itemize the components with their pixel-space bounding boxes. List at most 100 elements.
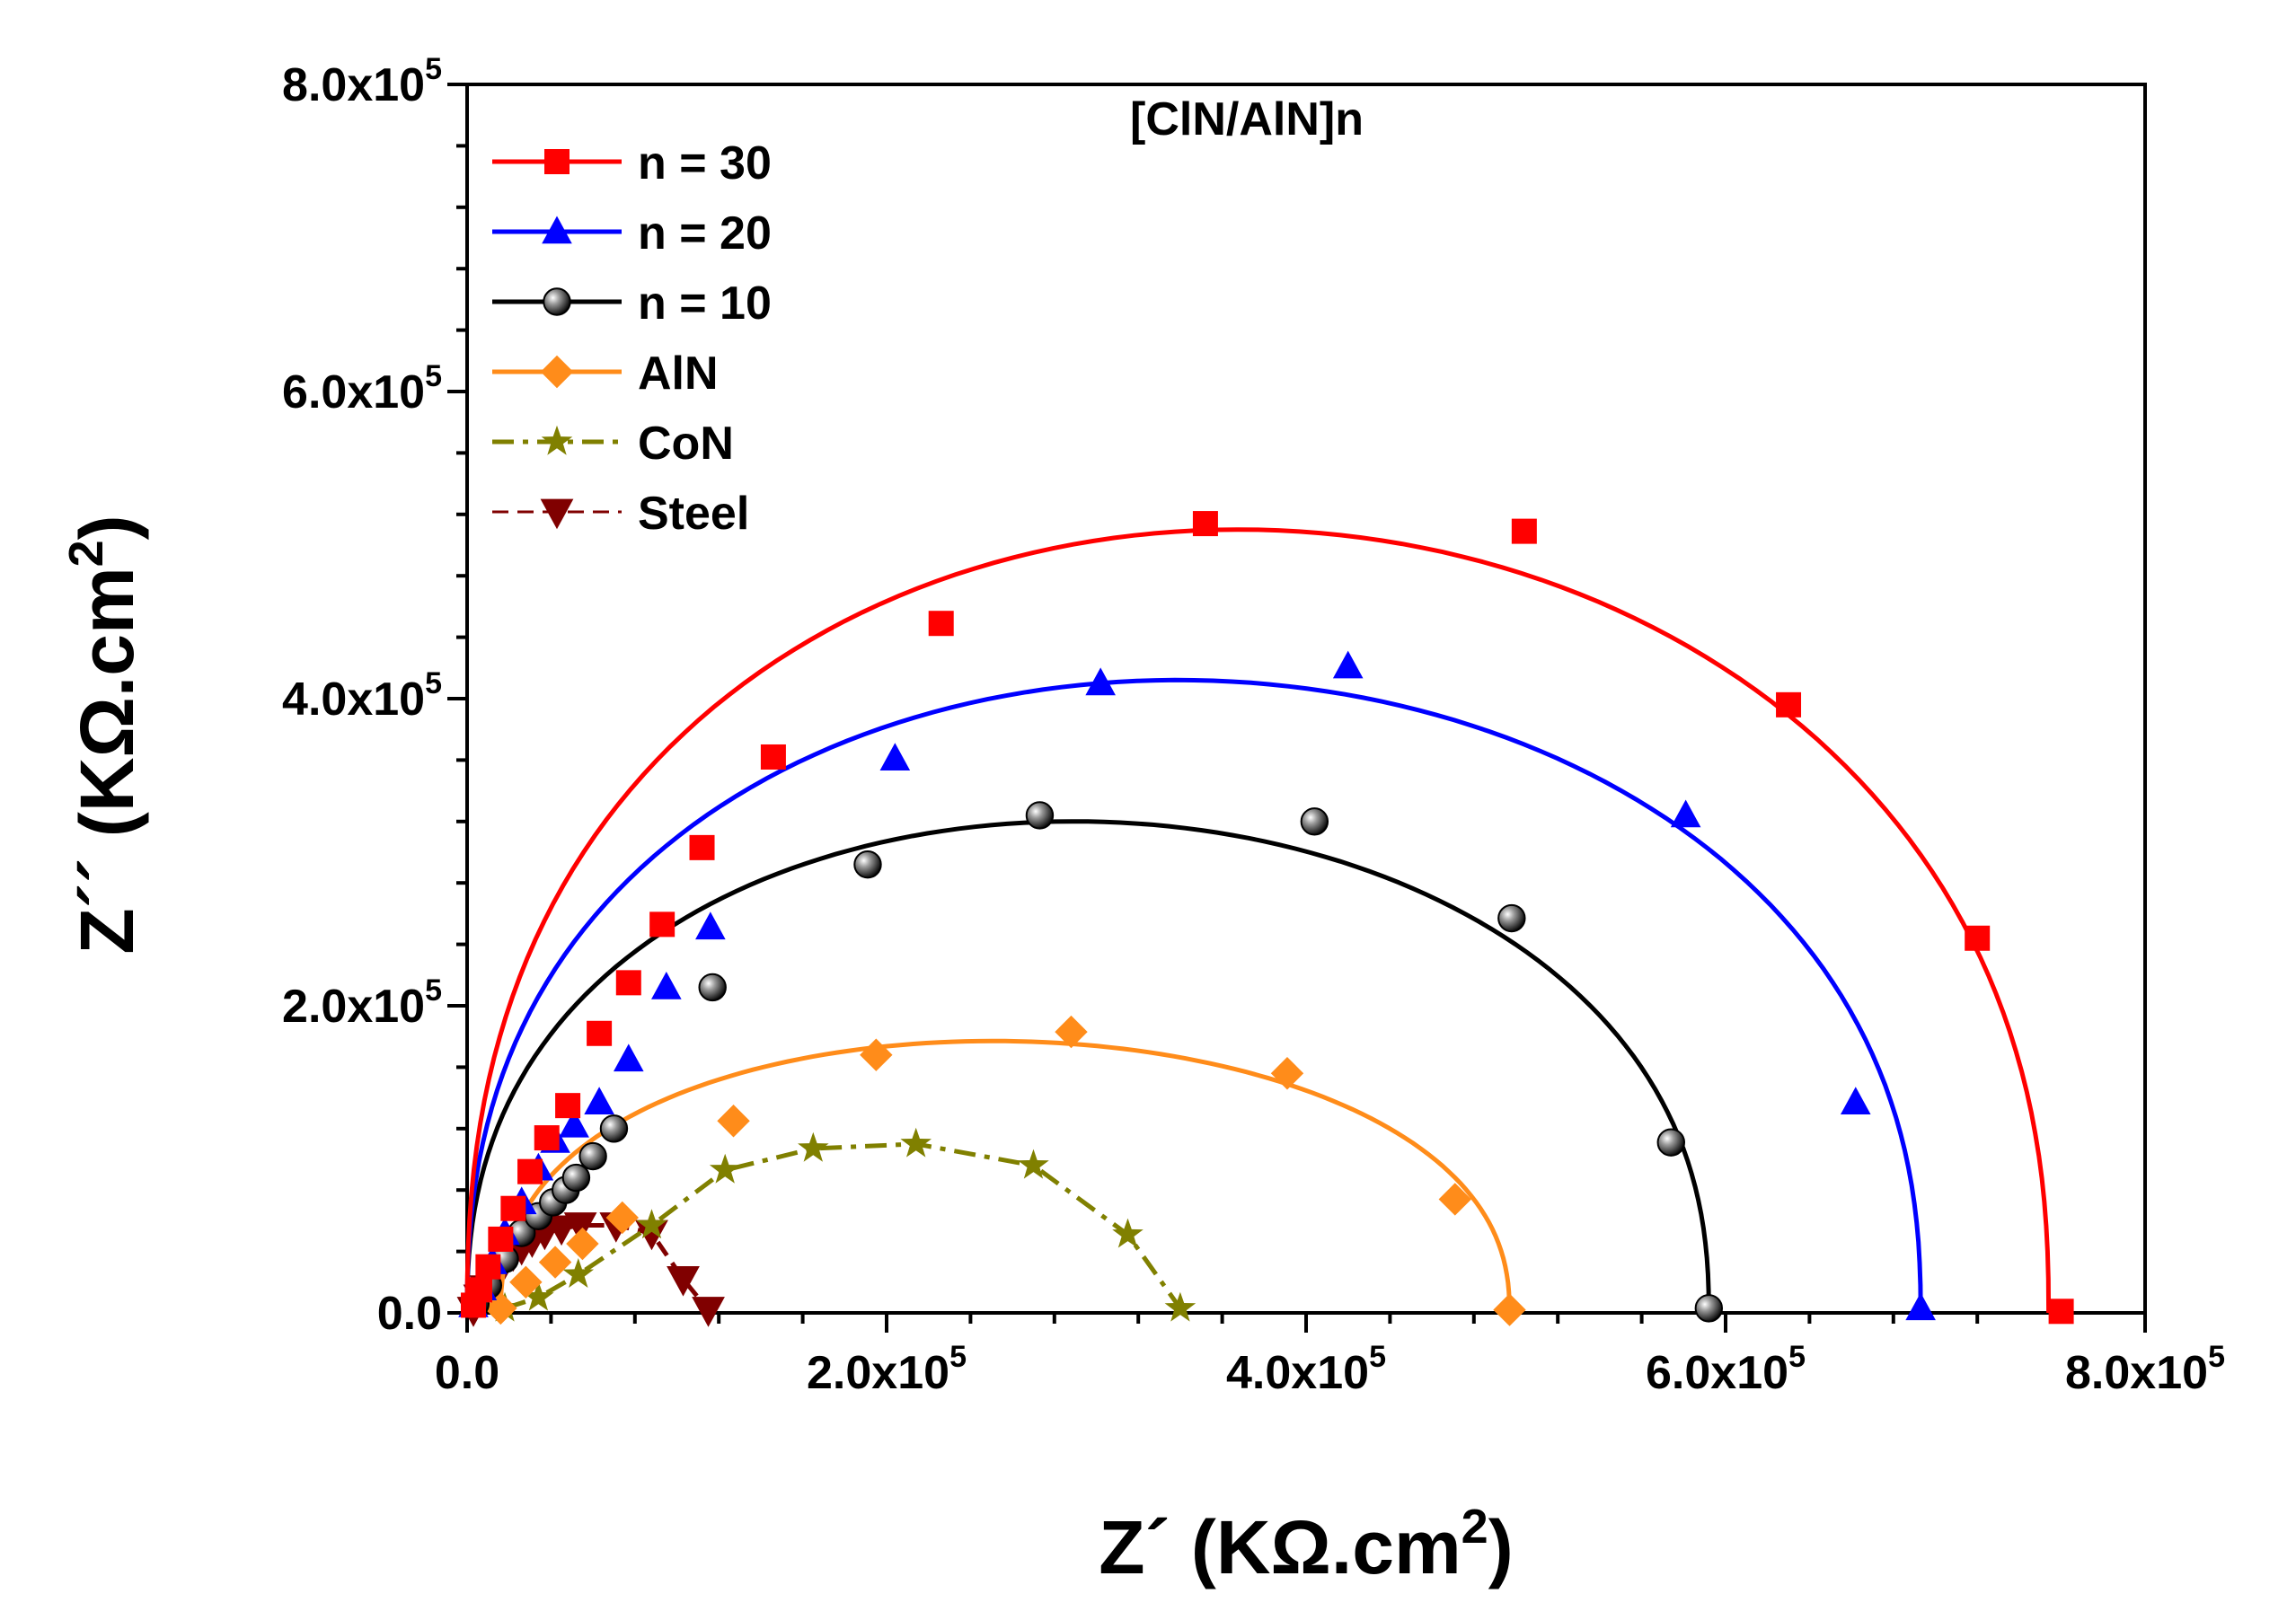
data-point (563, 1212, 597, 1243)
legend-marker (543, 287, 571, 316)
data-point (555, 1093, 581, 1119)
data-point (578, 1141, 607, 1171)
data-point (649, 911, 676, 938)
data-point (467, 1277, 493, 1303)
series-n-30 (461, 511, 2074, 1325)
data-point (709, 1153, 741, 1184)
legend-marker (541, 425, 573, 455)
data-point (1493, 1293, 1526, 1326)
data-point (523, 1281, 554, 1311)
plot-series (456, 511, 2074, 1327)
data-point (599, 1114, 629, 1143)
legend-label: CoN (638, 418, 734, 470)
data-point (636, 1209, 667, 1239)
series-line (464, 677, 1923, 1314)
legend-item: Steel (492, 488, 749, 540)
data-point (1438, 1183, 1471, 1216)
data-point (1164, 1291, 1197, 1322)
legend-marker (540, 498, 574, 530)
y-tick-label: 6.0x105 (282, 359, 442, 418)
y-axis-title: Z´´ (KΩ.cm2) (59, 515, 149, 954)
series-line (464, 527, 2052, 1314)
data-point (1025, 801, 1055, 830)
data-point (928, 611, 954, 637)
legend: n = 30 n = 20 n = 10 AlN CoN Steel (492, 137, 772, 540)
data-point (798, 1131, 829, 1162)
data-point (566, 1227, 599, 1261)
data-point (1694, 1294, 1724, 1323)
data-point (2048, 1299, 2074, 1325)
data-point (613, 1043, 644, 1072)
data-point (1300, 807, 1329, 836)
x-tick-label: 0.0 (435, 1347, 499, 1399)
legend-label: Steel (638, 488, 749, 540)
data-point (587, 1020, 613, 1046)
data-point (1776, 691, 1802, 718)
legend-marker (544, 149, 570, 174)
data-point (1270, 1057, 1304, 1090)
y-tick-label: 2.0x105 (282, 973, 442, 1033)
data-point (760, 744, 786, 770)
x-tick-label: 8.0x105 (2065, 1340, 2225, 1399)
data-point (500, 1195, 526, 1221)
x-tick-label: 2.0x105 (807, 1340, 967, 1399)
data-point (605, 1201, 639, 1235)
data-point (475, 1254, 501, 1280)
legend-label: n = 10 (638, 277, 772, 330)
series-n-20 (458, 650, 1936, 1321)
legend-item: n = 10 (492, 277, 772, 330)
legend-label: AlN (638, 348, 719, 400)
data-point (698, 973, 727, 1002)
axes: 0.0 2.0x105 4.0x105 6.0x105 8.0x105 0.0 2.0x10… (59, 52, 2225, 1589)
data-point (509, 1265, 543, 1299)
data-point (534, 1125, 560, 1151)
data-point (1511, 518, 1537, 544)
data-point (717, 1105, 750, 1138)
data-point (1112, 1218, 1144, 1248)
data-point (538, 1246, 572, 1279)
legend-label: n = 30 (638, 137, 772, 189)
x-axis-title: Z´ (KΩ.cm2) (1099, 1500, 1513, 1589)
legend-item: n = 30 (492, 137, 772, 189)
series-line (504, 1141, 1182, 1311)
series-aln (484, 1015, 1526, 1326)
data-point (1670, 799, 1701, 828)
data-point (1905, 1292, 1936, 1321)
legend-item: n = 20 (492, 207, 772, 260)
legend-marker (540, 355, 574, 389)
data-point (667, 1265, 700, 1297)
x-tick-label: 4.0x105 (1226, 1340, 1386, 1399)
data-point (1497, 903, 1526, 933)
data-point (1332, 650, 1364, 679)
data-point (562, 1258, 595, 1288)
data-point (1192, 511, 1218, 537)
data-point (860, 1038, 893, 1071)
data-point (651, 971, 682, 999)
legend-item: AlN (492, 348, 719, 400)
data-point (879, 743, 911, 770)
y-tick-label: 4.0x105 (282, 666, 442, 726)
series-n-10 (461, 801, 1724, 1323)
data-point (1085, 667, 1116, 696)
data-point (584, 1087, 614, 1115)
data-point (692, 1297, 725, 1327)
data-point (615, 970, 641, 996)
data-point (517, 1158, 543, 1184)
data-point (853, 850, 882, 879)
data-point (1656, 1128, 1685, 1157)
series-line (464, 819, 1711, 1314)
data-point (1018, 1149, 1049, 1179)
data-point (695, 911, 726, 940)
series-line (498, 1038, 1512, 1314)
y-tick-label: 0.0 (377, 1288, 442, 1340)
legend-item: CoN (492, 418, 734, 470)
data-point (561, 1163, 591, 1193)
x-tick-label: 6.0x105 (1646, 1340, 1806, 1399)
data-point (1965, 925, 1991, 951)
data-point (559, 1109, 589, 1138)
data-point (900, 1127, 932, 1158)
data-point (1840, 1087, 1871, 1115)
data-point (635, 1219, 668, 1251)
data-point (689, 834, 715, 860)
